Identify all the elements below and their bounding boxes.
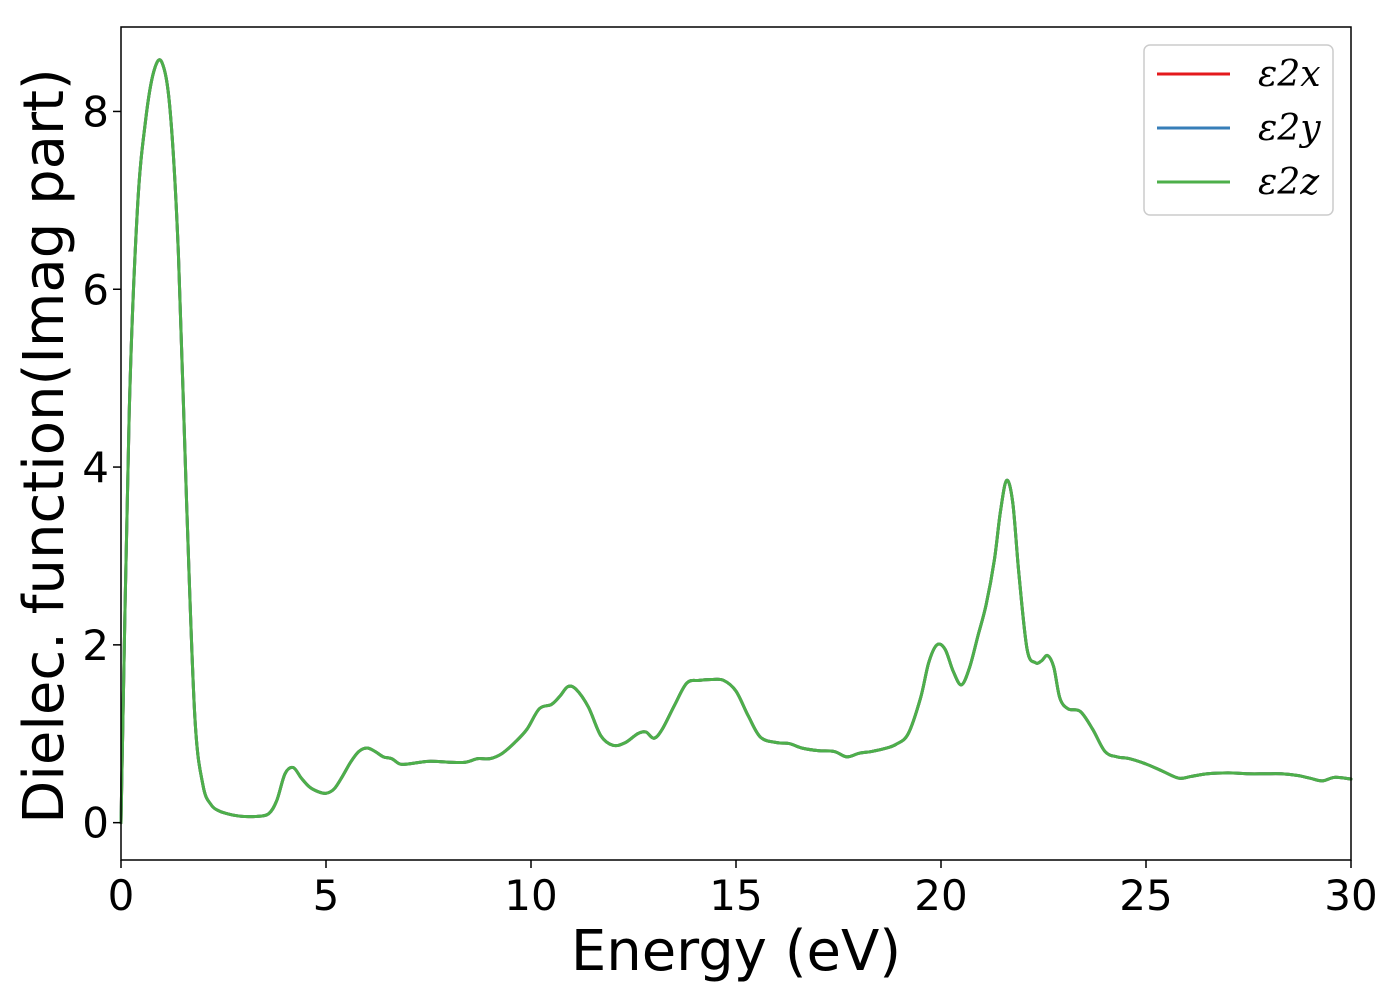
series-layer: [119, 58, 1353, 825]
legend-label-2: ε2y: [1258, 108, 1321, 149]
x-tick-label: 10: [504, 871, 557, 920]
legend-items: ε2x ε2y ε2z: [1157, 54, 1321, 203]
x-tick-label: 20: [914, 871, 967, 920]
y-axis-title: Dielec. function(Imag part): [12, 68, 77, 824]
x-tick-label: 25: [1119, 871, 1172, 920]
x-tick-label: 30: [1324, 871, 1377, 920]
x-tick-label: 0: [108, 871, 135, 920]
y-tick-label: 2: [82, 621, 109, 670]
y-tick-label: 0: [82, 799, 109, 848]
legend-label-3: ε2z: [1258, 162, 1320, 203]
y-tick-label: 8: [82, 87, 109, 136]
y-tick-label: 4: [82, 443, 109, 492]
legend-box: [1143, 44, 1334, 216]
series-line-3: [119, 58, 1353, 825]
legend-label-1: ε2x: [1258, 54, 1321, 95]
x-tick-label: 15: [709, 871, 762, 920]
x-tick-label: 5: [313, 871, 340, 920]
legend: ε2x ε2y ε2z: [1143, 44, 1334, 216]
y-tick-label: 6: [82, 265, 109, 314]
ticks-layer: 0 5 10 15 20 25 30 0 2 4 6 8: [82, 87, 1377, 920]
x-axis-title: Energy (eV): [571, 919, 901, 984]
